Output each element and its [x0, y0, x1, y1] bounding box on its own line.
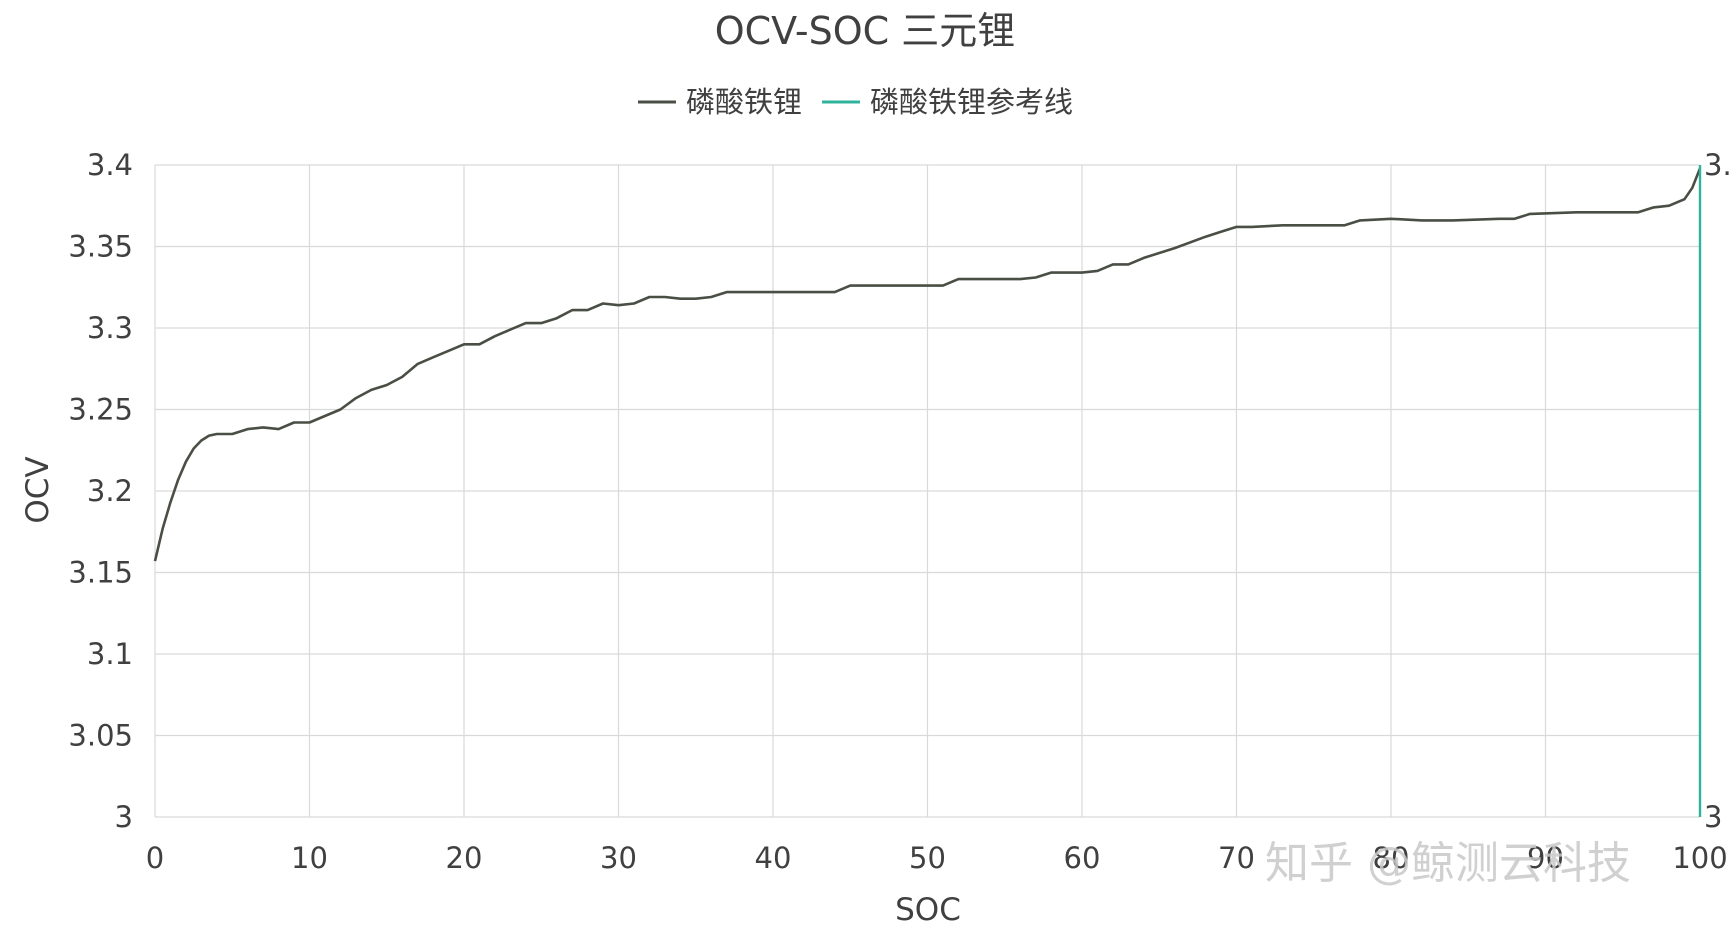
x-tick-label-9: 90 — [1527, 841, 1564, 875]
legend: 磷酸铁锂 磷酸铁锂参考线 — [638, 85, 1073, 119]
y-tick-label-1: 3.35 — [68, 230, 133, 264]
x-tick-label-5: 50 — [909, 841, 946, 875]
gridlines — [154, 164, 1701, 818]
y-tick-label-0: 3.4 — [87, 148, 133, 182]
y-axis-title: OCV — [20, 456, 56, 523]
y-tick-label-8: 3 — [115, 800, 133, 834]
x-axis-title: SOC — [895, 892, 961, 928]
y-tick-label-6: 3.1 — [87, 637, 133, 671]
y-tick-label-2: 3.3 — [87, 311, 133, 345]
x-tick-label-1: 10 — [291, 841, 328, 875]
x-tick-label-0: 0 — [146, 841, 164, 875]
x-tick-label-3: 30 — [600, 841, 637, 875]
x-tick-label-8: 80 — [1373, 841, 1410, 875]
secondary-y-axis-ticks: 3.43 — [1704, 148, 1729, 834]
watermark-text: 知乎 @鲸测云科技 — [1265, 838, 1631, 889]
series-lines — [153, 165, 1702, 817]
x-tick-label-7: 70 — [1218, 841, 1255, 875]
y-tick-label-4: 3.2 — [87, 474, 133, 508]
y-tick-label-5: 3.15 — [68, 556, 133, 590]
secondary-y-tick-label-0: 3.4 — [1704, 148, 1729, 182]
y-tick-label-3: 3.25 — [68, 393, 133, 427]
secondary-y-tick-label-1: 3 — [1704, 800, 1722, 834]
series-line-0 — [153, 167, 1702, 562]
legend-label-1: 磷酸铁锂参考线 — [870, 85, 1073, 119]
x-tick-label-6: 60 — [1064, 841, 1101, 875]
x-tick-label-2: 20 — [446, 841, 483, 875]
chart-title: OCV-SOC 三元锂 — [715, 9, 1016, 53]
legend-label-0: 磷酸铁锂 — [686, 85, 802, 119]
x-axis-ticks: 0 10 20 30 40 50 60 70 80 90 100 — [146, 841, 1728, 875]
y-axis-ticks: 3.4 3.35 3.3 3.25 3.2 3.15 3.1 3.05 3 — [68, 148, 133, 834]
x-tick-label-4: 40 — [755, 841, 792, 875]
x-tick-label-10: 100 — [1672, 841, 1727, 875]
y-tick-label-7: 3.05 — [68, 719, 133, 753]
